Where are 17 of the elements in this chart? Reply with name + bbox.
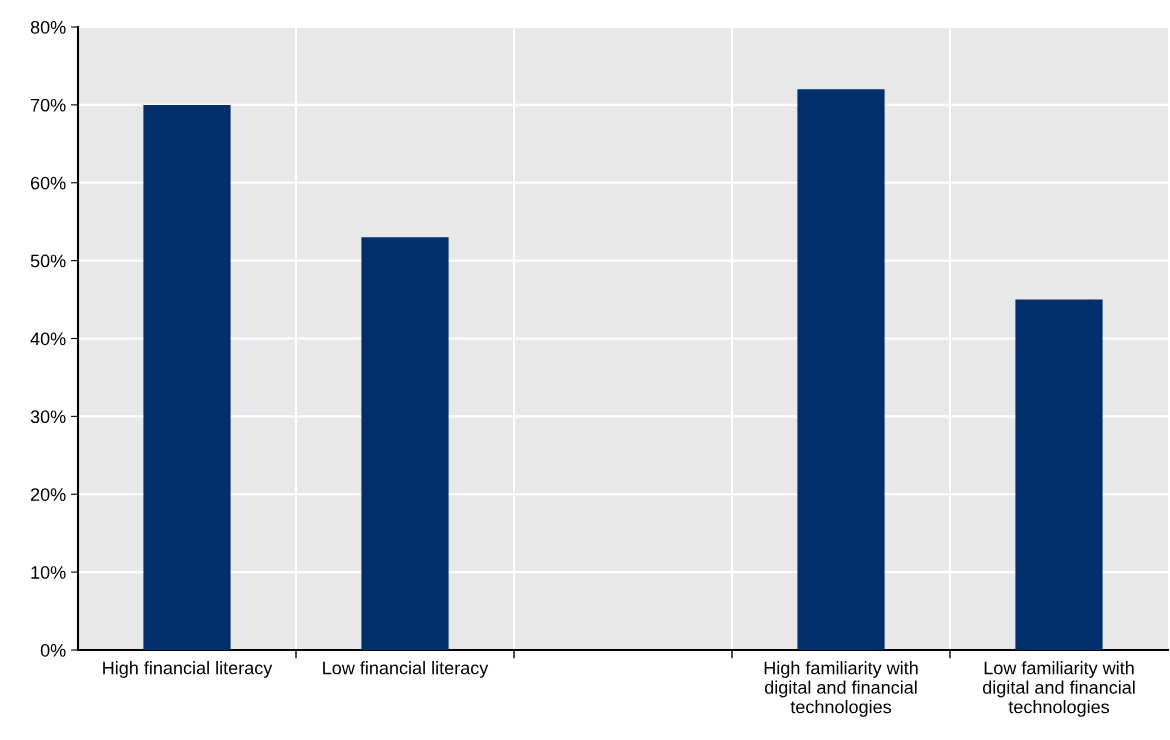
x-tick-label: Low familiarity with digital and financial technologies — [982, 661, 1135, 717]
y-tick-label: 10% — [31, 566, 66, 579]
x-tick-label: High familiarity with digital and financial technologies — [764, 661, 918, 717]
x-tick-label: Low financial literacy — [323, 661, 489, 678]
bar — [797, 89, 885, 650]
y-tick-label: 40% — [30, 332, 66, 346]
y-tick-label: 80% — [30, 20, 66, 34]
y-tick-label: 20% — [30, 488, 66, 501]
bar — [143, 104, 231, 650]
y-tick-label: 30% — [30, 410, 66, 424]
y-tick-label: 50% — [30, 254, 66, 268]
bar — [361, 237, 449, 650]
bar — [1015, 299, 1103, 650]
x-tick-label: High financial literacy — [103, 661, 273, 678]
y-tick-label: 60% — [30, 176, 66, 190]
y-tick-label: 0% — [40, 643, 66, 657]
y-tick-label: 70% — [30, 98, 66, 112]
